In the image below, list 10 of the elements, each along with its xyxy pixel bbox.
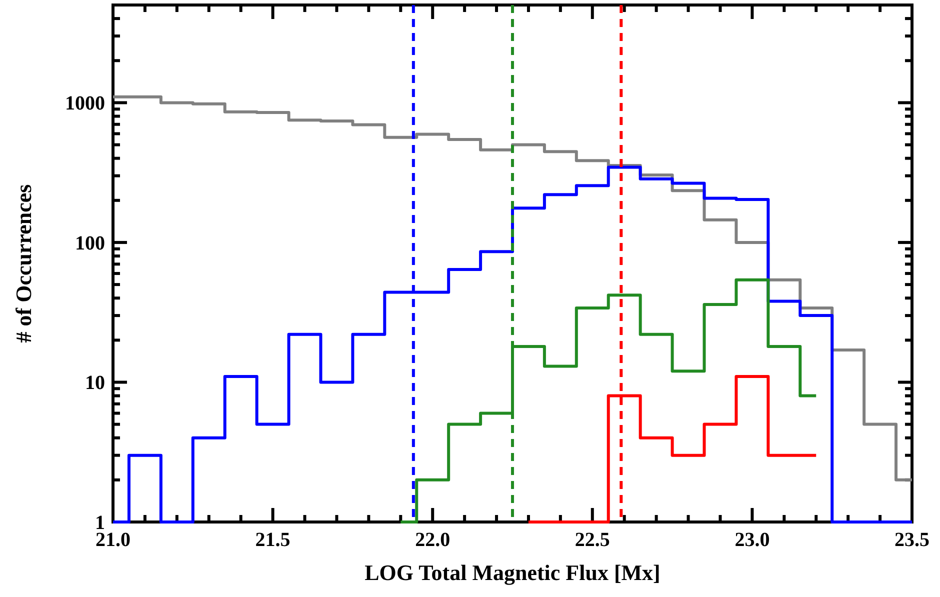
x-tick-label: 21.5 bbox=[255, 529, 290, 551]
y-axis-title: # of Occurrences bbox=[11, 184, 36, 343]
x-tick-label: 23.0 bbox=[734, 529, 770, 551]
x-tick-label: 22.0 bbox=[415, 529, 450, 551]
x-tick-label: 22.5 bbox=[574, 529, 610, 551]
y-tick-label: 1000 bbox=[65, 92, 105, 115]
y-tick-label: 10 bbox=[85, 372, 105, 394]
x-axis-title: LOG Total Magnetic Flux [Mx] bbox=[364, 560, 660, 585]
x-tick-label: 23.5 bbox=[894, 529, 930, 551]
y-tick-label: 100 bbox=[75, 232, 105, 254]
